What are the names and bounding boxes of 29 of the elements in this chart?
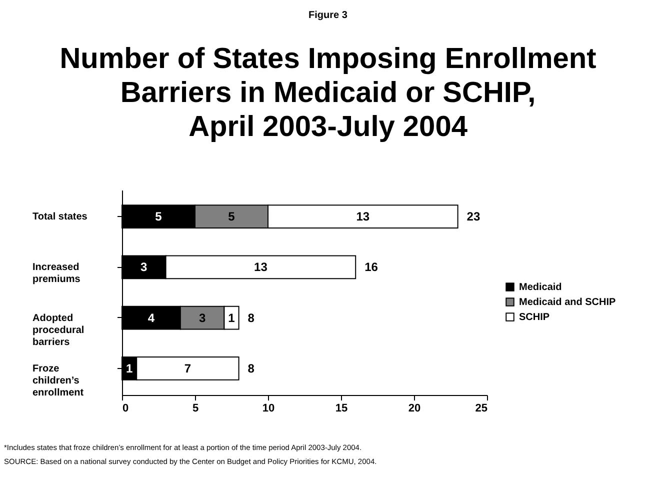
data-label: 3 [198,310,206,325]
y-tick-label: Increased premiums [32,262,81,286]
data-label: 5 [155,210,162,224]
caption: Figure 3 [308,10,348,21]
total-label: 8 [248,310,255,325]
legend-label: Medicaid [519,282,562,293]
data-label: 7 [184,361,192,376]
data-label: 4 [148,310,155,325]
x-tick-label: 5 [192,402,199,414]
data-label: 3 [140,260,148,274]
total-label: 23 [466,210,480,224]
total-label: 16 [364,260,378,274]
data-label: 13 [254,260,268,274]
data-label: 1 [126,361,133,376]
x-tick-label: 0 [122,402,129,414]
legend-label: Medicaid and SCHIP [519,297,616,308]
legend-label: SCHIP [519,312,550,323]
x-tick-label: 20 [408,402,421,414]
total-label: 8 [248,361,255,376]
data-label: 13 [356,210,370,224]
y-tick-label: Total states [32,212,88,223]
y-tick-label: Adopted procedural barriers [32,312,84,348]
x-tick-label: 15 [335,402,348,414]
y-tick-label: Froze children’s enrollment [32,363,84,398]
data-label: 1 [228,310,236,325]
chart-title: Number of States Imposing Enrollment Barriers in Medicaid or SCHIP, April 2003-July 2004 [60,43,597,143]
x-tick-label: 10 [262,402,275,414]
data-label: 5 [228,210,236,224]
x-tick-label: 25 [475,402,488,414]
